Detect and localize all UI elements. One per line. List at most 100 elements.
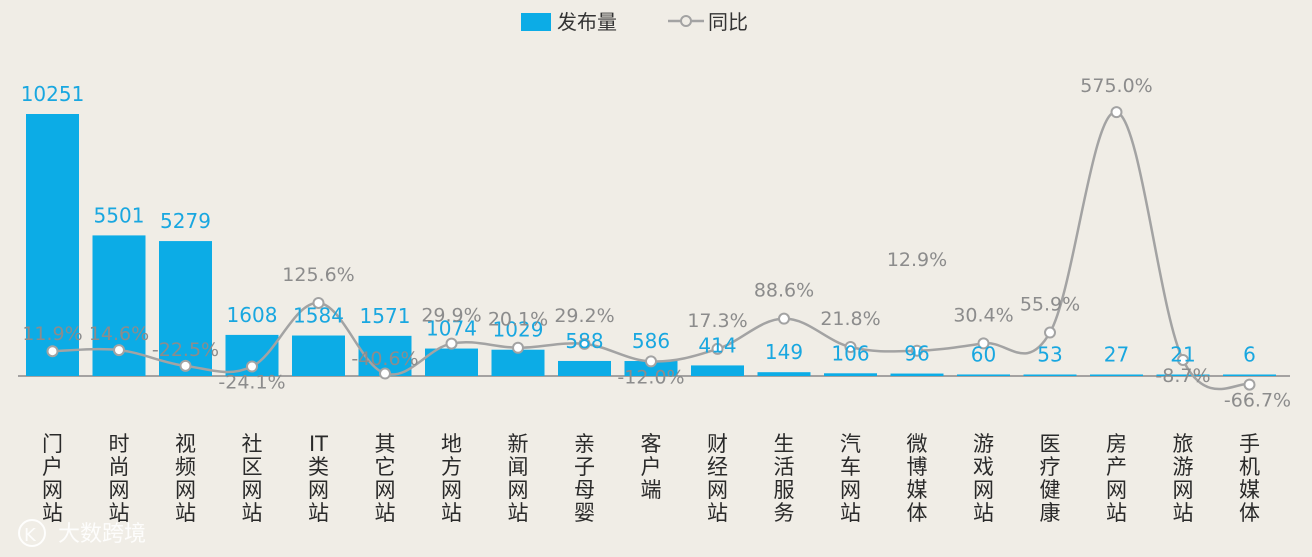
yoy-point [711, 342, 724, 355]
bar-value-label: 1608 [227, 303, 278, 327]
yoy-value-label: 20.1% [488, 309, 548, 331]
bar-value-label: 5501 [94, 203, 145, 227]
bar [292, 335, 345, 376]
yoy-point [1243, 378, 1256, 391]
category-label: 网 [42, 478, 63, 502]
yoy-point [778, 312, 790, 325]
category-label: 车 [840, 455, 861, 479]
category-label: 站 [840, 501, 861, 525]
category-label: 尚 [109, 455, 130, 479]
bar-value-label: 588 [565, 329, 603, 353]
yoy-point [1177, 353, 1189, 366]
category-label: 客 [641, 432, 662, 456]
yoy-point [1110, 106, 1123, 119]
category-label: 地 [441, 432, 462, 456]
category-label: 闻 [508, 455, 529, 479]
watermark: K 大数跨境 [18, 519, 146, 547]
yoy-value-label: -8.7% [1155, 365, 1210, 387]
category-label: 婴 [574, 501, 595, 525]
bar-value-label: 53 [1037, 343, 1062, 367]
category-label: 门 [42, 432, 63, 456]
bar [159, 241, 212, 376]
category-label: 体 [1239, 501, 1260, 525]
legend-bar-swatch [521, 13, 551, 31]
bar-value-label: 1571 [360, 304, 411, 328]
category-label: 戏 [973, 455, 994, 479]
category-label: 房 [1106, 432, 1127, 456]
yoy-value-label: -66.7% [1224, 390, 1291, 412]
category-label: 体 [907, 501, 928, 525]
legend-bar-label: 发布量 [557, 10, 617, 34]
category-label: 微 [907, 432, 928, 456]
yoy-point [113, 344, 125, 357]
yoy-line-series [46, 106, 1256, 391]
legend-line-label: 同比 [708, 10, 748, 34]
category-label: 手 [1239, 432, 1260, 456]
bar [890, 373, 944, 376]
yoy-point [844, 341, 857, 354]
category-label: 健 [1040, 478, 1061, 502]
yoy-value-label: 11.9% [22, 323, 82, 345]
category-label: IT [309, 432, 328, 456]
watermark-text: 大数跨境 [58, 522, 146, 547]
category-label: 站 [42, 501, 63, 525]
category-label: 子 [574, 455, 595, 479]
category-label: 产 [1106, 455, 1127, 479]
category-label: 视 [175, 432, 196, 456]
bar-value-label: 6 [1243, 343, 1256, 367]
category-label: 站 [1106, 501, 1127, 525]
category-label: 机 [1239, 455, 1260, 479]
bar-value-label: 96 [904, 342, 929, 366]
category-label: 频 [175, 455, 196, 479]
yoy-point [179, 359, 192, 372]
bar [824, 373, 877, 376]
category-label: 站 [109, 501, 130, 525]
yoy-point [578, 337, 591, 350]
yoy-value-label: 29.9% [421, 305, 481, 327]
category-label: 区 [242, 455, 263, 479]
yoy-point [645, 355, 657, 368]
category-label: 方 [441, 455, 462, 479]
yoy-point [1044, 326, 1056, 339]
bar [26, 114, 79, 376]
yoy-point [512, 341, 524, 354]
yoy-value-label: 55.9% [1020, 294, 1080, 316]
category-label: 新 [508, 432, 529, 456]
bar-value-label: 586 [632, 329, 670, 353]
yoy-line [52, 110, 1250, 391]
category-label: 活 [774, 455, 795, 479]
yoy-value-label: -12.0% [617, 366, 684, 388]
category-label: 游 [1173, 455, 1194, 479]
bar [558, 360, 611, 376]
yoy-point [46, 345, 59, 358]
yoy-value-label: 21.8% [820, 308, 880, 330]
category-label: 站 [242, 501, 263, 525]
bar-value-label: 149 [765, 340, 803, 364]
watermark-logo [18, 519, 46, 547]
yoy-value-label: 575.0% [1080, 75, 1152, 97]
category-label: 母 [574, 478, 595, 502]
category-label: 网 [109, 478, 130, 502]
bar-value-label: 1074 [426, 317, 477, 341]
bar [691, 365, 744, 376]
category-label: 游 [973, 432, 994, 456]
bar-series [26, 114, 1276, 376]
bar-value-label: 1584 [293, 304, 344, 328]
bar-value-label: 1029 [493, 318, 544, 342]
category-label: 网 [508, 478, 529, 502]
category-label: 网 [840, 478, 861, 502]
bar [491, 349, 545, 376]
bar [624, 361, 678, 376]
category-label: 疗 [1040, 455, 1061, 479]
category-label: 站 [375, 501, 396, 525]
bar-value-label: 27 [1104, 343, 1129, 367]
category-label: 经 [707, 455, 728, 479]
yoy-point [246, 360, 258, 373]
category-label: 站 [308, 501, 329, 525]
category-label: 站 [973, 501, 994, 525]
category-label: 端 [641, 478, 662, 502]
legend-line-marker [680, 15, 692, 27]
category-label: 站 [175, 501, 196, 525]
